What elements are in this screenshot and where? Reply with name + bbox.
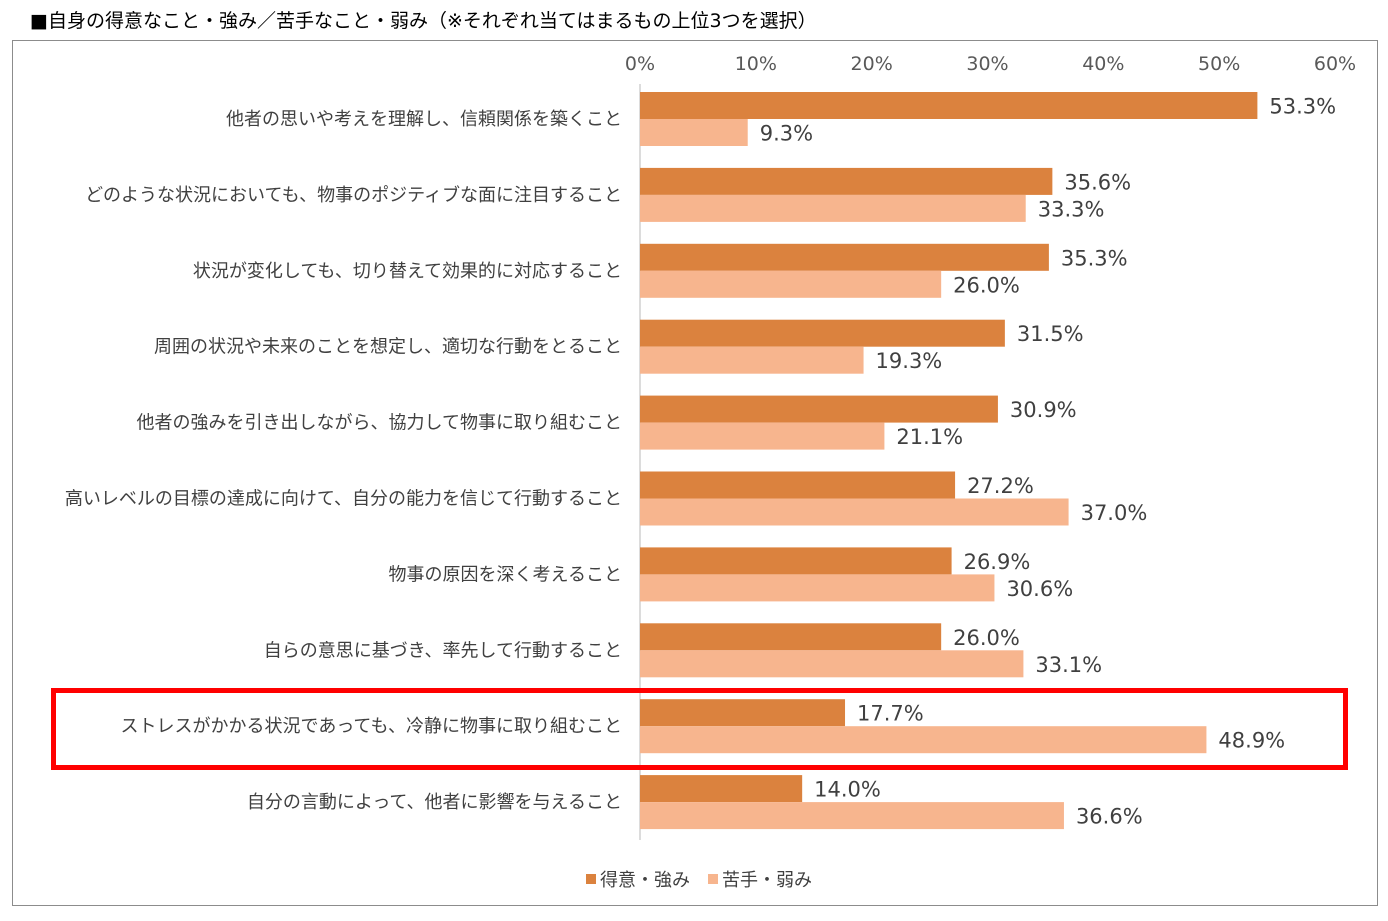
legend-label-weakness: 苦手・弱み: [722, 870, 812, 891]
category-label: 周囲の状況や未来のことを想定し、適切な行動をとること: [154, 337, 622, 358]
x-tick-label: 30%: [966, 53, 1008, 75]
x-tick-label: 20%: [851, 53, 893, 75]
data-label-weakness: 33.1%: [1035, 653, 1102, 677]
x-tick-label: 40%: [1082, 53, 1124, 75]
data-label-weakness: 21.1%: [896, 425, 963, 449]
legend-swatch-strength: [586, 874, 596, 884]
highlight-box: [51, 688, 1348, 770]
category-label: 高いレベルの目標の達成に向けて、自分の能力を信じて行動すること: [65, 489, 622, 510]
bar-strength: [640, 319, 1005, 347]
data-label-strength: 17.7%: [857, 702, 924, 726]
data-label-weakness: 33.3%: [1038, 197, 1105, 221]
data-label-weakness: 26.0%: [953, 273, 1020, 297]
bar-strength: [640, 243, 1049, 271]
data-label-strength: 35.6%: [1064, 170, 1131, 194]
category-label: 物事の原因を深く考えること: [389, 564, 622, 585]
x-tick-label: 0%: [625, 53, 655, 75]
data-label-weakness: 37.0%: [1081, 501, 1148, 525]
bar-weakness: [640, 119, 748, 146]
x-tick-label: 60%: [1314, 53, 1356, 75]
category-label: ストレスがかかる状況であっても、冷静に物事に取り組むこと: [121, 716, 622, 737]
category-label: 自らの意思に基づき、率先して行動すること: [264, 640, 622, 661]
bar-weakness: [640, 422, 885, 450]
data-label-strength: 35.3%: [1061, 246, 1128, 270]
bar-weakness: [640, 726, 1207, 754]
data-label-weakness: 36.6%: [1076, 805, 1143, 829]
bar-weakness: [640, 270, 942, 298]
bar-strength: [640, 547, 952, 575]
legend-label-strength: 得意・強み: [600, 870, 690, 891]
bar-strength: [640, 775, 803, 803]
category-label: 他者の強みを引き出しながら、協力して物事に取り組むこと: [137, 413, 622, 434]
bar-strength: [640, 395, 998, 423]
bar-strength: [640, 471, 956, 499]
chart-title: ■自身の得意なこと・強み／苦手なこと・弱み（※それぞれ当てはまるもの上位3つを選…: [30, 10, 817, 32]
data-label-weakness: 19.3%: [876, 349, 943, 373]
legend: 得意・強み 苦手・弱み: [586, 866, 812, 892]
legend-swatch-weakness: [708, 874, 718, 884]
data-label-strength: 31.5%: [1017, 322, 1084, 346]
data-label-strength: 27.2%: [967, 474, 1034, 498]
data-label-weakness: 9.3%: [760, 122, 813, 146]
x-tick-label: 10%: [735, 53, 777, 75]
bar-weakness: [640, 574, 995, 602]
data-label-strength: 14.0%: [814, 778, 881, 802]
bar-weakness: [640, 802, 1064, 830]
bar-weakness: [640, 650, 1024, 678]
chart-frame: [12, 40, 1378, 906]
data-label-weakness: 48.9%: [1218, 729, 1285, 753]
category-label: 他者の思いや考えを理解し、信頼関係を築くこと: [226, 109, 622, 130]
bar-weakness: [640, 498, 1069, 526]
bar-weakness: [640, 194, 1026, 222]
data-label-strength: 30.9%: [1010, 398, 1077, 422]
category-label: どのような状況においても、物事のポジティブな面に注目すること: [85, 184, 622, 206]
bar-strength: [640, 167, 1053, 195]
bar-strength: [640, 623, 942, 651]
bar-strength: [640, 92, 1258, 119]
data-label-strength: 53.3%: [1269, 95, 1336, 119]
category-label: 状況が変化しても、切り替えて効果的に対応すること: [193, 261, 622, 282]
x-tick-label: 50%: [1198, 53, 1240, 75]
category-label: 自分の言動によって、他者に影響を与えること: [247, 792, 622, 813]
bar-strength: [640, 699, 846, 727]
legend-item-weakness: 苦手・弱み: [708, 866, 812, 892]
data-label-strength: 26.9%: [964, 550, 1031, 574]
bar-weakness: [640, 346, 864, 374]
data-label-strength: 26.0%: [953, 626, 1020, 650]
legend-item-strength: 得意・強み: [586, 866, 690, 892]
data-label-weakness: 30.6%: [1006, 577, 1073, 601]
